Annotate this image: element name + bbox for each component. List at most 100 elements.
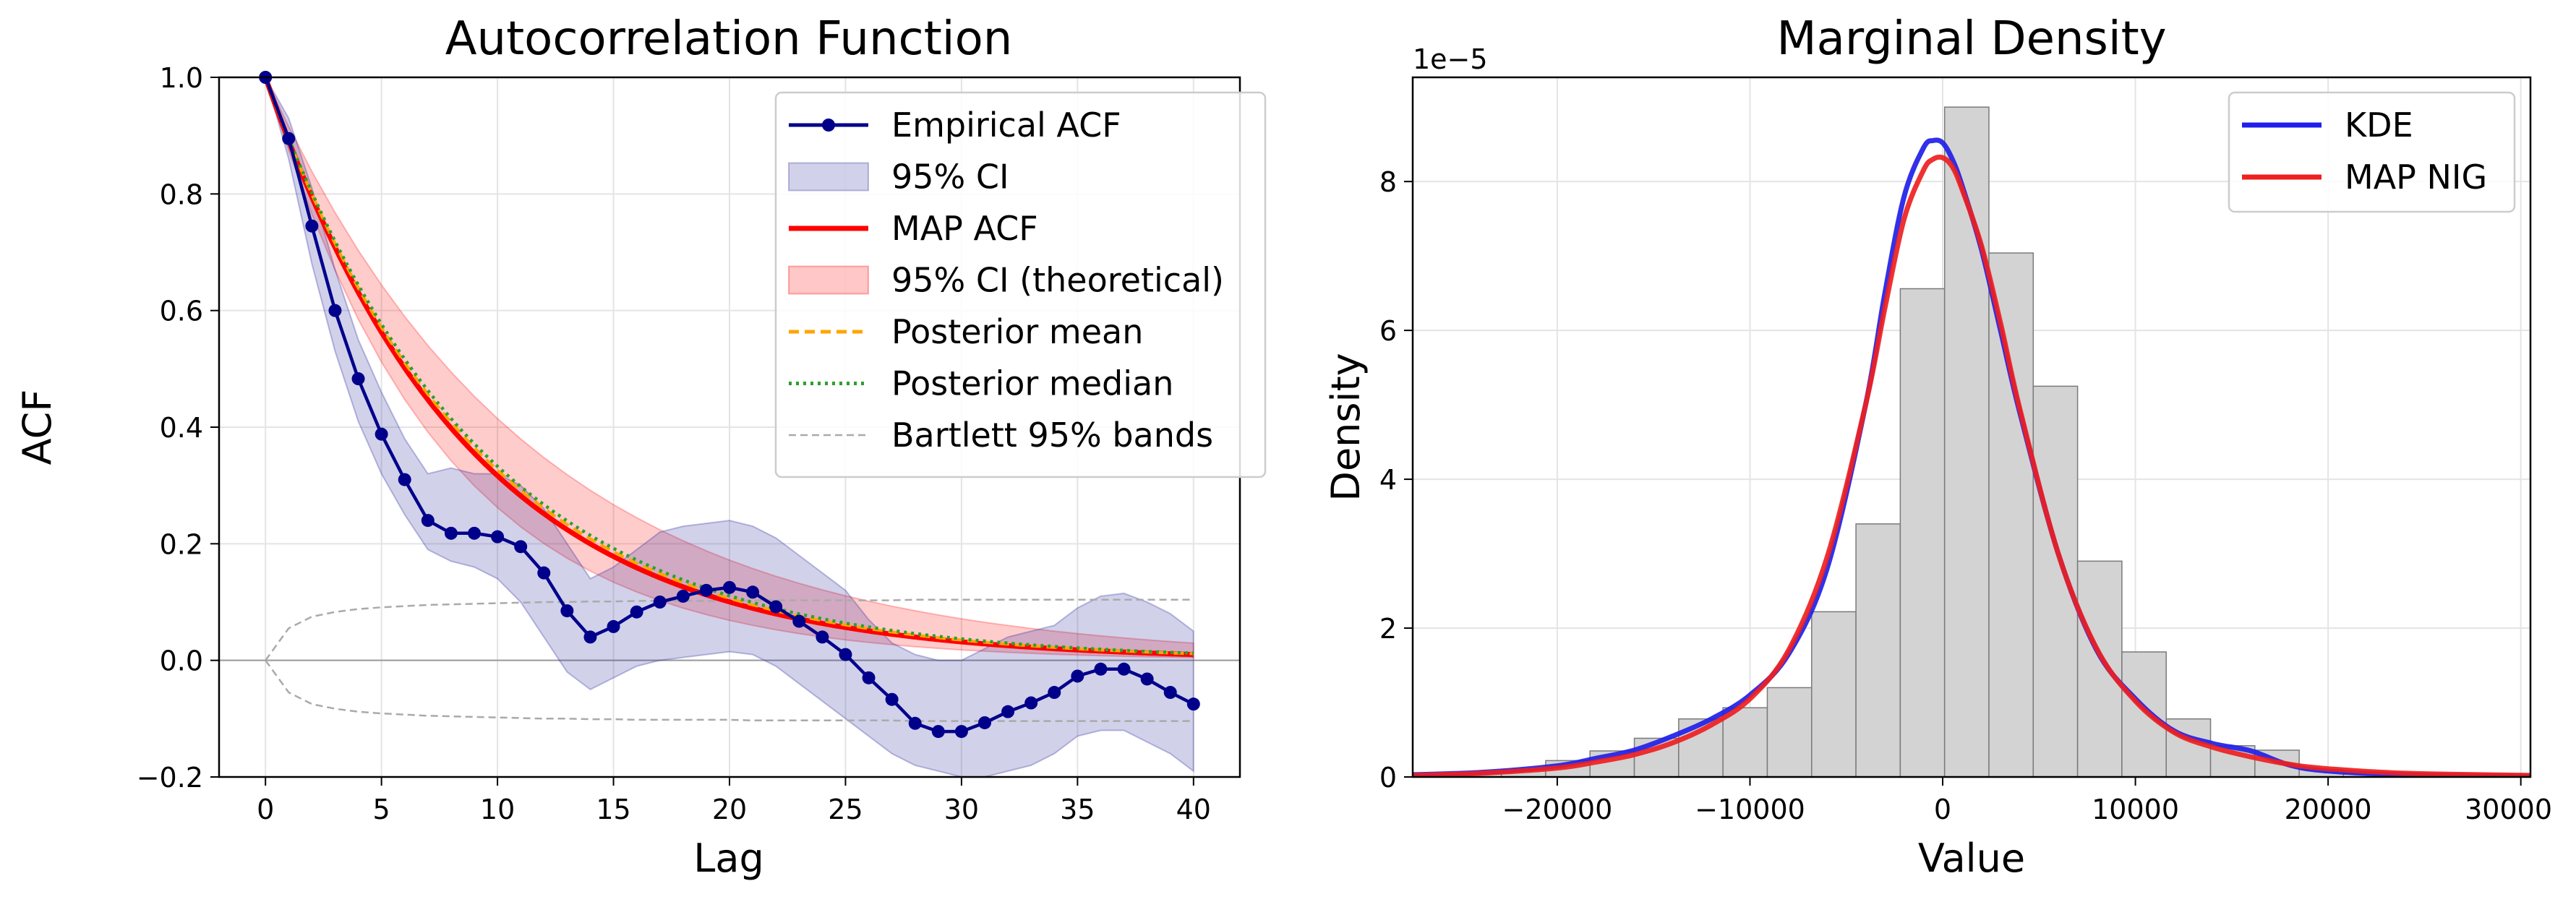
density-histogram — [1412, 106, 2522, 778]
acf-empirical-point-21 — [746, 585, 760, 599]
acf-empirical-point-19 — [699, 583, 713, 597]
acf-empirical-point-6 — [398, 473, 411, 486]
acf-empirical-point-37 — [1117, 662, 1131, 676]
density-ytick-label-3: 6 — [1379, 315, 1397, 347]
acf-empirical-point-40 — [1186, 697, 1200, 711]
acf-empirical-point-16 — [630, 605, 643, 619]
acf-ytick-label-4: 0.6 — [160, 296, 203, 327]
acf-xlabel: Lag — [693, 836, 763, 881]
acf-empirical-point-36 — [1094, 662, 1108, 676]
acf-empirical-point-29 — [931, 725, 945, 739]
acf-empirical-point-13 — [560, 604, 574, 618]
acf-legend-handle-3 — [788, 265, 869, 295]
acf-empirical-point-39 — [1163, 686, 1177, 700]
acf-empirical-point-38 — [1140, 672, 1154, 686]
acf-legend-label-1: 95% CI — [891, 158, 1009, 197]
acf-xtick-label-5: 25 — [828, 794, 863, 825]
acf-bartlett-upper — [265, 598, 1194, 661]
acf-empirical-point-7 — [421, 514, 435, 528]
density-x-ticks: −20000 −10000 0 10000 20000 30000 — [1502, 777, 2552, 825]
density-bar-8 — [1766, 687, 1813, 778]
acf-empirical-point-24 — [816, 630, 829, 644]
acf-empirical-point-27 — [885, 692, 899, 706]
acf-title: Autocorrelation Function — [445, 12, 1013, 66]
acf-ylabel: ACF — [14, 390, 60, 465]
density-xlabel: Value — [1918, 836, 2025, 881]
acf-empirical-point-1 — [282, 132, 296, 145]
acf-empirical-point-33 — [1024, 696, 1038, 710]
density-xtick-label-5: 30000 — [2465, 794, 2552, 825]
acf-empirical-point-9 — [468, 526, 481, 540]
acf-empirical-point-8 — [444, 526, 458, 540]
density-bar-14 — [2032, 385, 2079, 778]
density-ytick-label-0: 0 — [1379, 762, 1397, 794]
acf-legend-label-2: MAP ACF — [891, 209, 1038, 248]
density-line-map-nig — [1413, 154, 2530, 777]
density-bar-11 — [1899, 288, 1946, 778]
acf-xtick-label-4: 20 — [712, 794, 747, 825]
acf-legend-label-0: Empirical ACF — [891, 106, 1121, 145]
acf-ytick-label-6: 1.0 — [160, 62, 203, 94]
density-xtick-label-4: 20000 — [2285, 794, 2372, 825]
density-bar-6 — [1678, 718, 1724, 778]
density-ylabel: Density — [1323, 353, 1369, 501]
acf-empirical-point-35 — [1071, 669, 1084, 683]
acf-posterior-mean-line — [264, 77, 1194, 656]
acf-xtick-label-0: 0 — [257, 794, 274, 825]
acf-legend-label-3: 95% CI (theoretical) — [891, 261, 1224, 300]
density-xtick-label-3: 10000 — [2092, 794, 2179, 825]
acf-empirical-point-3 — [328, 304, 342, 317]
density-ytick-label-1: 2 — [1379, 613, 1397, 645]
acf-empirical-point-34 — [1048, 686, 1061, 700]
density-xtick-label-1: −10000 — [1695, 794, 1805, 825]
density-legend-label-0: KDE — [2345, 106, 2413, 145]
acf-empirical-point-23 — [792, 614, 806, 628]
density-legend-box — [2228, 91, 2516, 213]
acf-legend-label-4: Posterior mean — [891, 312, 1143, 351]
acf-legend-box — [774, 91, 1267, 478]
density-axes-frame — [1411, 76, 2532, 778]
density-ytick-label-4: 8 — [1379, 166, 1397, 198]
density-chart: Marginal Density −20000 −10000 0 10000 20000… — [1323, 12, 2552, 881]
acf-markers — [259, 71, 1200, 739]
acf-legend-marker-0 — [822, 119, 835, 132]
density-bar-7 — [1722, 707, 1768, 778]
acf-empirical-point-15 — [607, 619, 620, 633]
acf-xtick-label-2: 10 — [480, 794, 515, 825]
acf-x-ticks: 0 5 10 15 20 25 30 35 40 — [257, 777, 1211, 825]
density-xtick-label-2: 0 — [1934, 794, 1951, 825]
acf-ci-theoretical-band — [265, 77, 1194, 658]
acf-empirical-point-22 — [769, 600, 783, 614]
acf-empirical-point-25 — [839, 648, 852, 661]
acf-empirical-point-28 — [908, 716, 922, 730]
acf-xtick-label-1: 5 — [373, 794, 390, 825]
acf-ytick-label-2: 0.2 — [160, 528, 203, 560]
acf-ytick-label-0: −0.2 — [137, 762, 203, 794]
density-xtick-label-0: −20000 — [1502, 794, 1613, 825]
acf-ytick-label-3: 0.4 — [160, 412, 203, 444]
acf-empirical-point-11 — [514, 540, 528, 554]
acf-legend-label-6: Bartlett 95% bands — [891, 416, 1213, 455]
density-bar-10 — [1855, 523, 1901, 778]
acf-empirical-point-20 — [723, 580, 736, 594]
acf-empirical-point-14 — [583, 630, 597, 644]
acf-empirical-point-5 — [375, 427, 388, 441]
density-legend-label-1: MAP NIG — [2345, 158, 2487, 197]
acf-empirical-point-2 — [305, 219, 319, 233]
density-y-ticks: 0 2 4 6 8 — [1379, 166, 1413, 794]
acf-xtick-label-7: 35 — [1060, 794, 1095, 825]
acf-empirical-point-17 — [653, 596, 667, 609]
acf-empirical-point-4 — [351, 372, 365, 386]
acf-bartlett-lower — [265, 659, 1194, 722]
acf-legend-handle-1 — [788, 162, 869, 192]
density-title: Marginal Density — [1776, 12, 2166, 66]
acf-xtick-label-3: 15 — [596, 794, 630, 825]
acf-chart: Autocorrelation Function 0 5 10 15 20 25 30 35 4… — [14, 12, 1267, 881]
acf-legend: Empirical ACF 95% CI MAP ACF 95% CI (theore… — [774, 91, 1267, 478]
acf-empirical-point-18 — [676, 589, 690, 603]
acf-ytick-label-5: 0.8 — [160, 179, 203, 210]
density-ytick-label-2: 4 — [1379, 464, 1397, 496]
density-bar-13 — [1988, 252, 2034, 778]
acf-empirical-point-12 — [537, 566, 551, 580]
